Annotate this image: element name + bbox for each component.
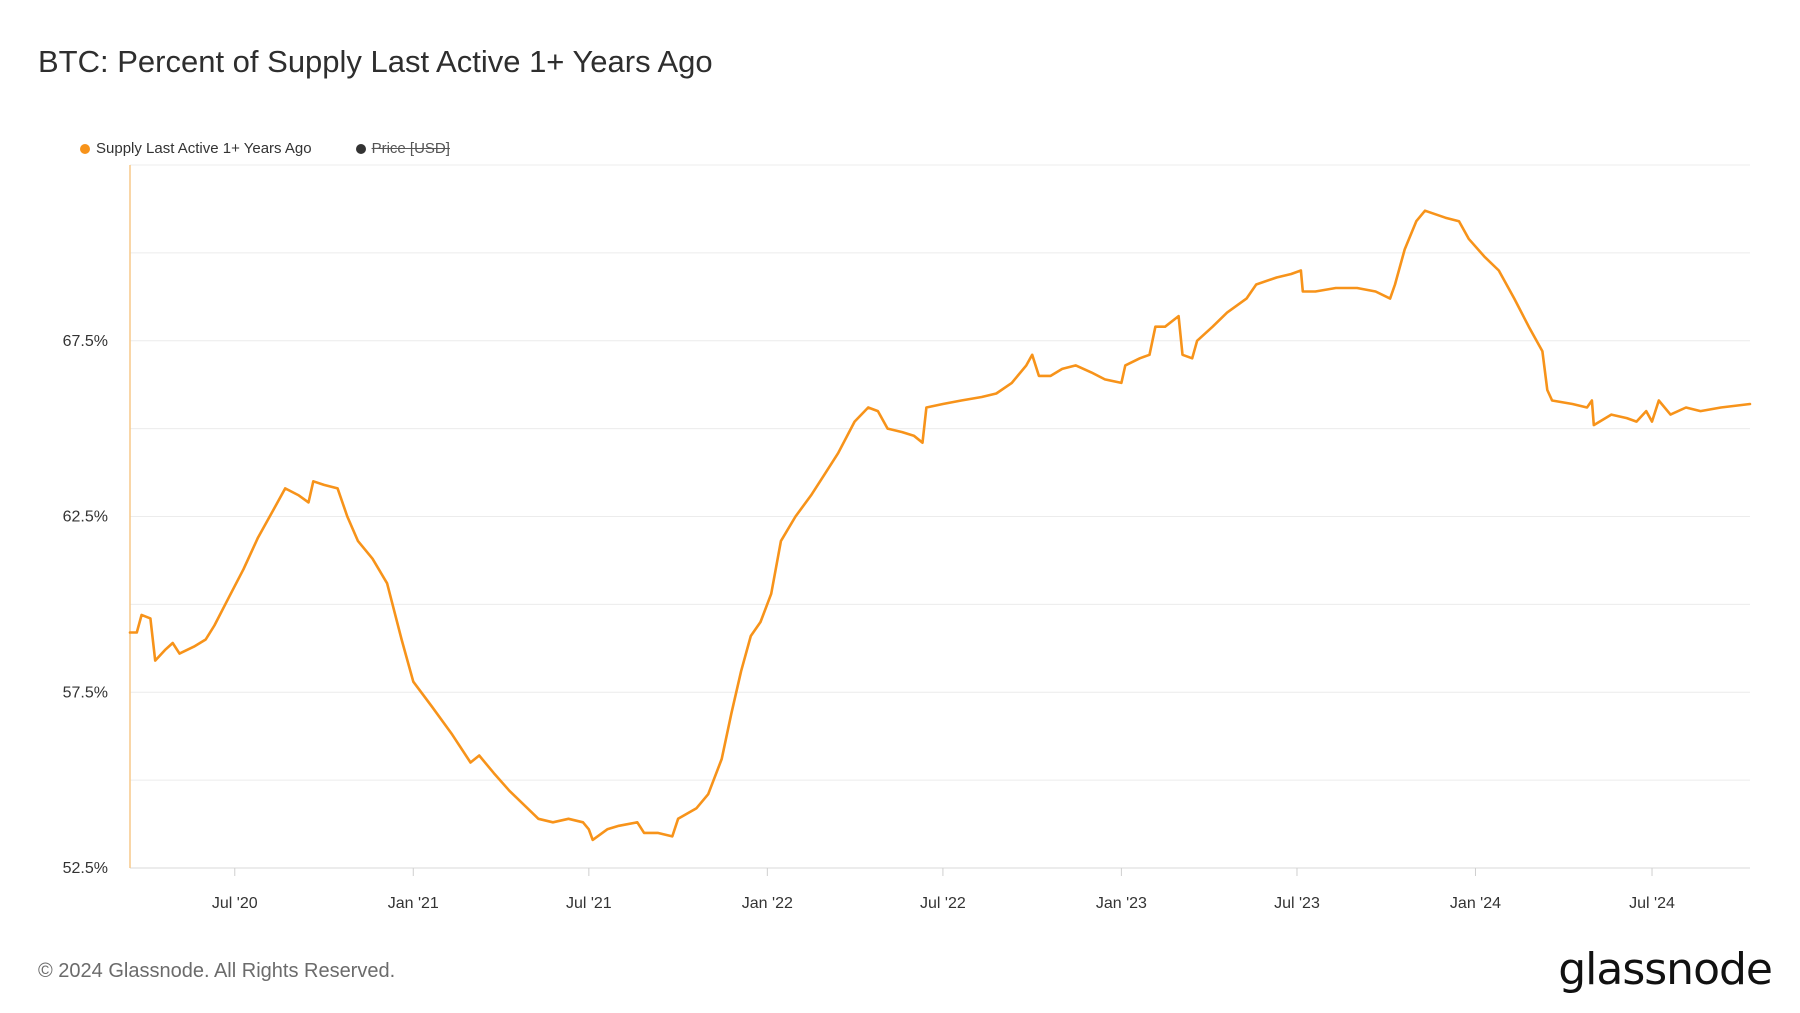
chart-title: BTC: Percent of Supply Last Active 1+ Ye… xyxy=(38,44,713,79)
x-tick-label: Jul '22 xyxy=(920,895,966,912)
x-tick-label: Jan '21 xyxy=(388,895,439,912)
y-axis: 52.5% 57.5% 62.5% 67.5% xyxy=(63,165,131,877)
legend-label-supply: Supply Last Active 1+ Years Ago xyxy=(96,140,312,157)
y-tick-label: 57.5% xyxy=(63,684,108,701)
legend-item-supply[interactable]: Supply Last Active 1+ Years Ago xyxy=(80,140,312,157)
y-tick-label: 52.5% xyxy=(63,860,108,877)
series-line-supply xyxy=(128,209,1752,842)
copyright-text: © 2024 Glassnode. All Rights Reserved. xyxy=(38,960,396,982)
grid-lines xyxy=(130,164,1750,869)
x-tick-label: Jul '21 xyxy=(566,895,612,912)
x-tick-label: Jan '23 xyxy=(1096,895,1147,912)
glassnode-logo: glassnode xyxy=(1558,944,1773,995)
y-tick-label: 67.5% xyxy=(63,333,108,350)
x-tick-label: Jul '20 xyxy=(212,895,258,912)
legend: Supply Last Active 1+ Years Ago Price [U… xyxy=(80,140,450,157)
series-layer xyxy=(128,209,1752,842)
x-tick-label: Jul '24 xyxy=(1629,895,1675,912)
x-axis: Jul '20 Jan '21 Jul '21 Jan '22 Jul '22 Jan '… xyxy=(130,867,1750,912)
legend-item-price[interactable]: Price [USD] xyxy=(355,140,450,157)
legend-label-price: Price [USD] xyxy=(371,140,450,157)
legend-dot-supply xyxy=(80,143,90,154)
legend-dot-price xyxy=(355,143,366,154)
x-tick-label: Jul '23 xyxy=(1274,895,1320,912)
x-tick-label: Jan '22 xyxy=(742,895,793,912)
x-tick-label: Jan '24 xyxy=(1450,895,1501,912)
y-tick-label: 62.5% xyxy=(63,509,108,526)
